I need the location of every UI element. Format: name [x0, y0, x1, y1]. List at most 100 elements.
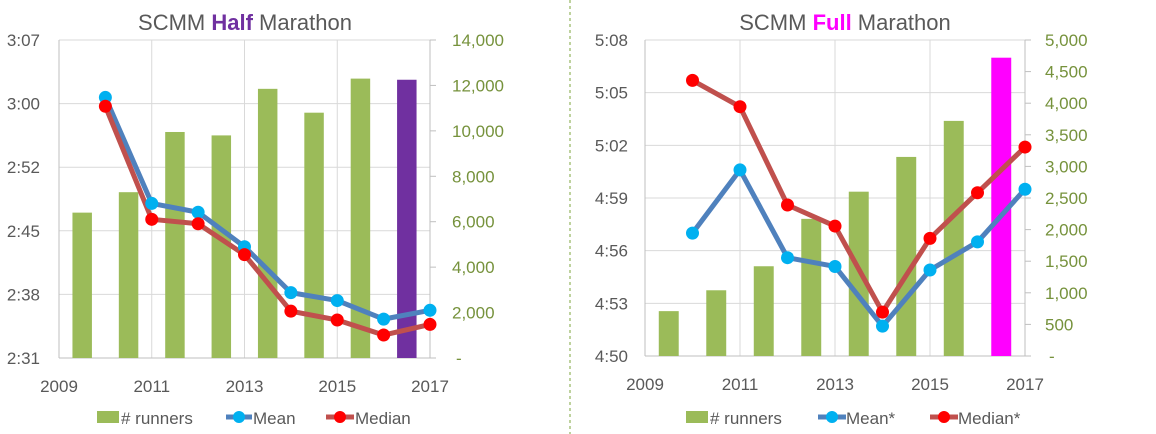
- legend-swatch-runners: [97, 411, 119, 423]
- title-highlight: Full: [813, 10, 852, 35]
- y-left-tick-label: 4:50: [595, 347, 628, 366]
- x-tick-label: 2009: [40, 377, 78, 396]
- plot-half: 2:31 2:38 2:45 2:52 3:00 3:07 2009 2011 2013 2015…: [7, 31, 504, 396]
- marker-mean: [876, 319, 889, 333]
- y-right-tick-label: 10,000: [452, 122, 504, 141]
- marker-median: [145, 212, 159, 226]
- x-tick-label: 2015: [911, 375, 949, 394]
- y-right-tick-label: 2,500: [1045, 189, 1088, 208]
- marker-mean: [781, 251, 794, 265]
- marker-median: [923, 231, 937, 245]
- marker-median: [828, 219, 842, 233]
- line-median: [103, 105, 431, 338]
- marker-mean: [828, 259, 842, 273]
- title-highlight: Half: [211, 10, 253, 35]
- plot-full: 4:50 4:53 4:56 4:59 5:02 5:05 5:08 2009 2011 2013…: [595, 31, 1088, 394]
- y-left-tick-label: 4:59: [595, 189, 628, 208]
- x-tick-label: 2013: [816, 375, 854, 394]
- marker-mean: [191, 205, 205, 219]
- bar-runners: [896, 156, 917, 356]
- y-left-tick-label: 3:07: [7, 31, 40, 50]
- marker-mean: [1018, 182, 1032, 196]
- y-right-tick-label: 14,000: [452, 31, 504, 50]
- title-suffix: Marathon: [852, 10, 951, 35]
- marker-median: [733, 100, 747, 114]
- marker-median: [191, 217, 205, 231]
- y-right-tick-label: 4,500: [1045, 63, 1088, 82]
- x-tick-label: 2009: [626, 375, 664, 394]
- marker-median: [377, 328, 391, 342]
- legend-label-mean: Mean*: [846, 409, 896, 428]
- legend-label-mean: Mean: [253, 409, 296, 428]
- bar-runners-highlight: [991, 57, 1012, 357]
- plots: 2:31 2:38 2:45 2:52 3:00 3:07 2009 2011 2013 2015…: [7, 31, 1088, 396]
- y-left-tick-label: 3:00: [7, 95, 40, 114]
- y-right-tick-label: 2,000: [1045, 221, 1088, 240]
- y-right-tick-label: 6,000: [452, 213, 495, 232]
- marker-mean: [733, 163, 747, 177]
- marker-median: [781, 198, 794, 212]
- bar-runners: [118, 192, 139, 358]
- line-mean: [103, 96, 431, 322]
- bar-runners: [257, 88, 278, 358]
- marker-median: [98, 99, 112, 113]
- y-left-tick-label: 2:45: [7, 222, 40, 241]
- x-tick-label: 2017: [411, 377, 449, 396]
- y-right-tick-label: 5,000: [1045, 31, 1088, 50]
- marker-median: [284, 304, 298, 318]
- bar-runners: [706, 290, 727, 356]
- bar-runners: [801, 218, 822, 356]
- y-left-tick-label: 2:52: [7, 158, 40, 177]
- y-left-tick-label: 4:56: [595, 242, 628, 261]
- bar-runners: [211, 135, 232, 358]
- bar-runners: [658, 311, 679, 356]
- y-right-tick-label: 8,000: [452, 167, 495, 186]
- y-right-tick-label: 4,000: [452, 258, 495, 277]
- y-left-tick-label: 5:02: [595, 136, 628, 155]
- legend-label-runners: # runners: [710, 409, 782, 428]
- legend-label-median: Median*: [958, 409, 1021, 428]
- legend-marker-mean: [826, 411, 838, 423]
- bar-runners: [350, 78, 371, 358]
- marker-mean: [284, 286, 298, 300]
- legend-marker-median: [938, 411, 950, 423]
- bar-runners: [753, 266, 774, 356]
- bar-runners: [165, 131, 185, 358]
- legend-full: # runners Mean* Median*: [686, 409, 1021, 428]
- y-left-tick-label: 4:53: [595, 294, 628, 313]
- y-right-tick-label: 12,000: [452, 76, 504, 95]
- x-tick-label: 2011: [722, 375, 759, 394]
- y-left-tick-label: 2:31: [7, 349, 40, 368]
- marker-median: [238, 248, 251, 262]
- chart-title-half: SCMM Half Marathon: [138, 10, 352, 35]
- marker-mean: [423, 303, 437, 317]
- bar-runners: [943, 120, 964, 357]
- x-tick-label: 2017: [1006, 375, 1044, 394]
- bar-runners: [304, 112, 324, 358]
- title-prefix: SCMM: [138, 10, 211, 35]
- marker-median: [1018, 140, 1032, 154]
- y-right-tick-label: 3,500: [1045, 126, 1088, 145]
- y-right-tick-label: 3,000: [1045, 157, 1088, 176]
- legend-swatch-runners: [686, 411, 708, 423]
- y-left-tick-label: 2:38: [7, 285, 40, 304]
- legend-half: # runners Mean Median: [97, 409, 411, 428]
- marker-mean: [923, 263, 937, 277]
- legend-label-median: Median: [355, 409, 411, 428]
- x-tick-label: 2013: [226, 377, 264, 396]
- y-right-tick-label: 1,500: [1045, 252, 1088, 271]
- title-prefix: SCMM: [739, 10, 812, 35]
- marker-median: [876, 305, 889, 319]
- marker-mean: [377, 312, 391, 326]
- marker-median: [330, 313, 344, 327]
- marker-mean: [686, 226, 699, 240]
- legend-marker-median: [334, 411, 346, 423]
- y-right-tick-label: -: [456, 349, 462, 368]
- marker-median: [423, 317, 437, 331]
- marker-mean: [330, 294, 344, 308]
- marker-median: [971, 186, 984, 200]
- line-median: [691, 78, 1027, 315]
- y-left-tick-label: 5:08: [595, 31, 628, 50]
- bar-runners-highlight: [397, 79, 417, 358]
